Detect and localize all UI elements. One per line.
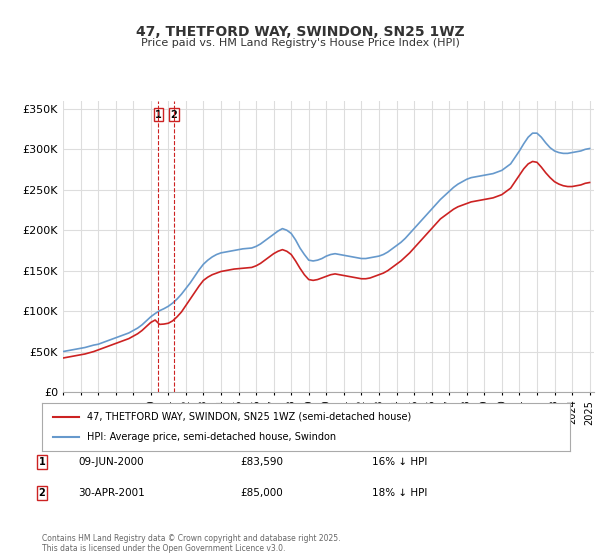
Text: 1: 1 [155,110,162,119]
Text: 47, THETFORD WAY, SWINDON, SN25 1WZ: 47, THETFORD WAY, SWINDON, SN25 1WZ [136,25,464,39]
Text: £85,000: £85,000 [240,488,283,498]
Text: £83,590: £83,590 [240,457,283,467]
Text: 2: 2 [38,488,46,498]
Text: 30-APR-2001: 30-APR-2001 [78,488,145,498]
Text: 09-JUN-2000: 09-JUN-2000 [78,457,143,467]
Text: 16% ↓ HPI: 16% ↓ HPI [372,457,427,467]
Text: Contains HM Land Registry data © Crown copyright and database right 2025.
This d: Contains HM Land Registry data © Crown c… [42,534,341,553]
Text: 18% ↓ HPI: 18% ↓ HPI [372,488,427,498]
Text: Price paid vs. HM Land Registry's House Price Index (HPI): Price paid vs. HM Land Registry's House … [140,38,460,48]
Text: 1: 1 [38,457,46,467]
Text: 47, THETFORD WAY, SWINDON, SN25 1WZ (semi-detached house): 47, THETFORD WAY, SWINDON, SN25 1WZ (sem… [87,412,411,422]
Text: 2: 2 [171,110,178,119]
Text: HPI: Average price, semi-detached house, Swindon: HPI: Average price, semi-detached house,… [87,432,336,442]
